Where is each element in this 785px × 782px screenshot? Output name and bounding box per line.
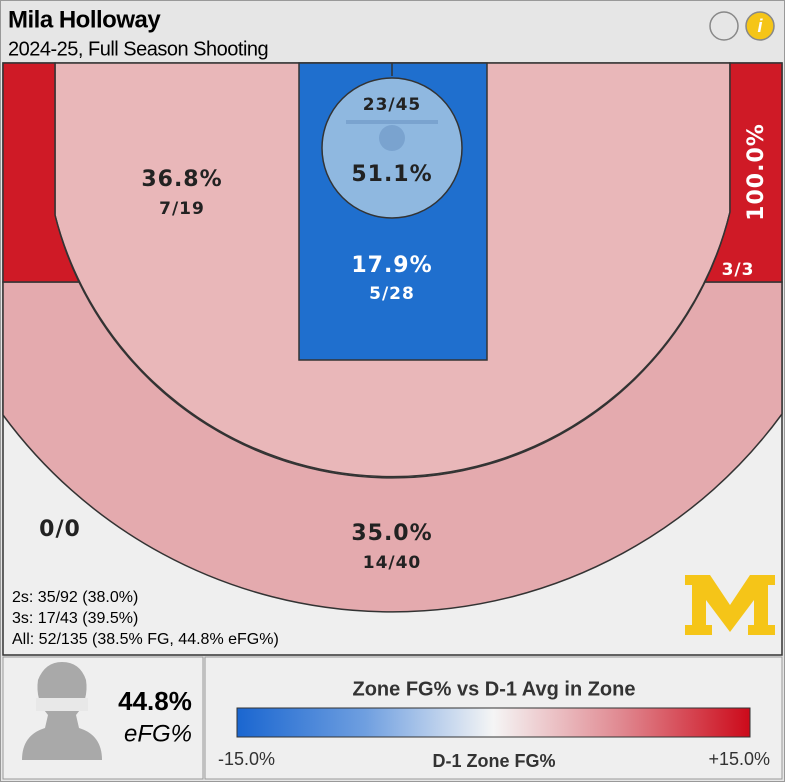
efg-value: 44.8%	[118, 686, 192, 716]
zone-pct: 51.1%	[351, 162, 432, 187]
zone-made: 0/0	[39, 517, 81, 542]
zone-made: 5/28	[369, 284, 415, 304]
headband	[36, 698, 88, 711]
zone-made: 14/40	[363, 553, 422, 573]
zone-made: 7/19	[159, 199, 205, 219]
legend-min: -15.0%	[218, 749, 275, 769]
summary-line: 3s: 17/43 (39.5%)	[12, 610, 138, 627]
zone-pct: 35.0%	[351, 521, 432, 546]
zone-pct: 36.8%	[141, 167, 222, 192]
legend-max: +15.0%	[708, 749, 770, 769]
legend-title: Zone FG% vs D-1 Avg in Zone	[353, 678, 636, 700]
zone-made: 23/45	[363, 95, 422, 115]
legend-axis-label: D-1 Zone FG%	[432, 751, 555, 771]
subtitle: 2024-25, Full Season Shooting	[8, 38, 268, 60]
info-glyph: i	[757, 16, 763, 36]
zone-pct: 100.0%	[744, 123, 769, 221]
toggle-icon[interactable]	[709, 11, 739, 41]
summary-line: 2s: 35/92 (38.0%)	[12, 589, 138, 606]
zone-made: 3/3	[722, 260, 755, 280]
legend-gradient	[236, 707, 751, 738]
summary-line: All: 52/135 (38.5% FG, 44.8% eFG%)	[12, 631, 279, 648]
player-name: Mila Holloway	[8, 6, 161, 33]
efg-label: eFG%	[124, 720, 192, 747]
left-corner-zone	[2, 62, 81, 283]
player-panel	[2, 656, 204, 780]
hoop	[379, 125, 405, 151]
team-logo	[685, 575, 775, 635]
zone-pct: 17.9%	[351, 253, 432, 278]
info-icon[interactable]	[745, 11, 775, 41]
right-corner-zone	[703, 62, 783, 283]
